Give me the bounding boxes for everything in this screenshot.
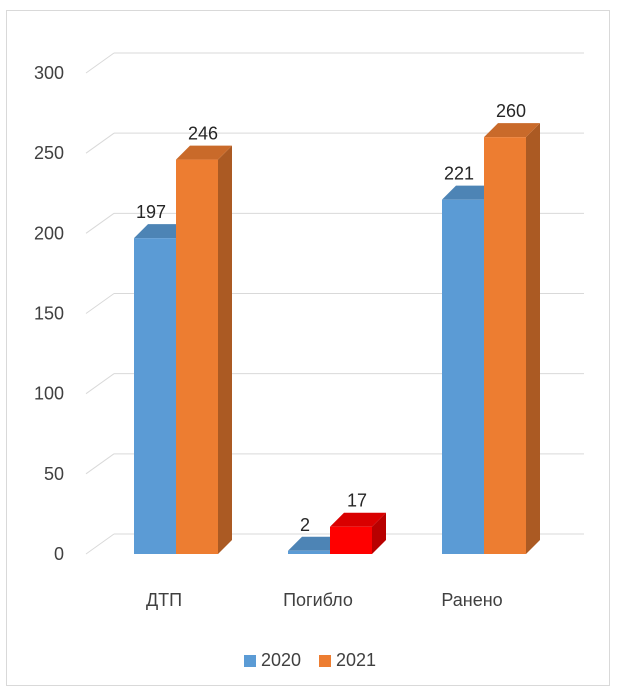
bars — [134, 123, 540, 555]
data-label: 197 — [136, 202, 166, 222]
legend: 2020 2021 — [0, 650, 620, 671]
x-axis-categories: ДТП Погибло Ранено — [146, 590, 503, 610]
legend-item-2020: 2020 — [243, 650, 301, 671]
bar-front — [288, 550, 330, 554]
x-category-label: Погибло — [283, 590, 353, 610]
bar-front — [330, 526, 372, 554]
gridline-side-0 — [85, 533, 115, 555]
legend-label-2020: 2020 — [260, 650, 301, 670]
gridline-side-100 — [85, 373, 115, 395]
data-labels: 197 246 2 17 221 260 — [136, 101, 526, 535]
y-tick-label: 300 — [34, 63, 64, 83]
y-tick-label: 200 — [34, 223, 64, 243]
gridline-side-200 — [85, 212, 115, 234]
bar-front — [484, 137, 526, 554]
bar-side — [372, 512, 386, 554]
bar-front — [134, 238, 176, 555]
bar-2021-1 — [330, 512, 386, 554]
legend-swatch-2020 — [243, 654, 256, 667]
gridline-side-250 — [85, 132, 115, 154]
bar-front — [176, 159, 218, 554]
legend-item-2021: 2021 — [319, 650, 376, 671]
legend-label-2021: 2021 — [336, 650, 377, 670]
bar-top — [484, 123, 540, 138]
gridline-side-50 — [85, 453, 115, 475]
x-category-label: Ранено — [441, 590, 502, 610]
y-tick-label: 250 — [34, 143, 64, 163]
bar-front — [442, 199, 484, 554]
data-label: 17 — [347, 491, 367, 511]
y-axis-ticks: 0 50 100 150 200 250 300 — [34, 63, 64, 564]
bar-2021-2 — [484, 123, 540, 554]
data-label: 260 — [496, 101, 526, 121]
gridline-side-300 — [85, 52, 115, 74]
gridline-side-150 — [85, 293, 115, 314]
bar-side — [218, 145, 232, 554]
bar-2021-0 — [176, 145, 232, 554]
data-label: 246 — [188, 124, 218, 144]
data-label: 2 — [300, 515, 310, 535]
y-tick-label: 50 — [44, 464, 64, 484]
bar-top — [176, 145, 232, 160]
legend-swatch-2021 — [319, 654, 331, 667]
x-category-label: ДТП — [146, 590, 182, 610]
y-tick-label: 0 — [54, 544, 64, 564]
bar-side — [526, 123, 540, 554]
y-tick-label: 100 — [34, 384, 64, 404]
bar-top — [330, 512, 386, 527]
data-label: 221 — [444, 164, 474, 184]
y-tick-label: 150 — [34, 304, 64, 324]
